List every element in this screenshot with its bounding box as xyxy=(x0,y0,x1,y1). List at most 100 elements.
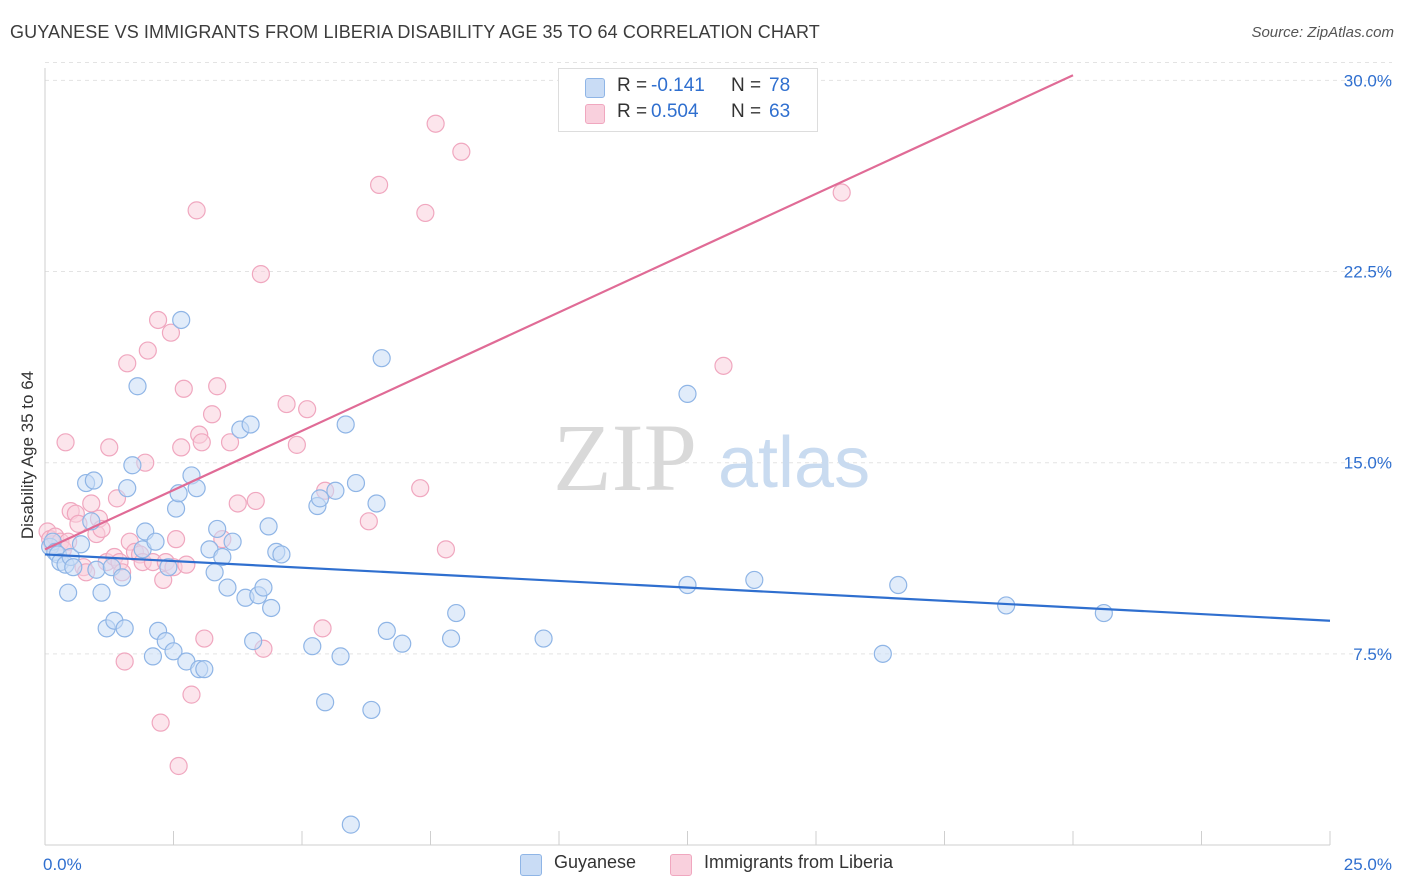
point-liberia xyxy=(452,142,471,161)
point-guyanese xyxy=(143,647,163,666)
point-guyanese xyxy=(377,621,396,641)
point-liberia xyxy=(161,323,181,342)
point-guyanese xyxy=(208,519,227,539)
point-guyanese xyxy=(112,568,132,587)
point-liberia xyxy=(436,540,456,559)
point-guyanese xyxy=(262,598,281,618)
point-liberia xyxy=(298,400,317,419)
point-guyanese xyxy=(205,563,224,582)
point-guyanese xyxy=(372,349,391,368)
point-liberia xyxy=(100,438,119,457)
point-guyanese xyxy=(393,634,412,653)
point-guyanese xyxy=(218,578,237,597)
trend-line-guyanese xyxy=(44,553,1331,622)
point-guyanese xyxy=(1094,603,1113,623)
point-guyanese xyxy=(303,637,322,656)
point-guyanese xyxy=(346,473,366,493)
legend-swatch-pink xyxy=(585,104,605,124)
point-guyanese xyxy=(64,558,83,577)
point-guyanese xyxy=(341,815,360,834)
point-liberia xyxy=(82,494,101,513)
point-liberia xyxy=(166,530,186,549)
x-tick-labels: 0.0% 25.0% xyxy=(43,855,1392,874)
point-guyanese xyxy=(873,644,892,663)
point-liberia xyxy=(118,354,137,373)
y-tick-label: 7.5% xyxy=(1353,645,1392,664)
point-guyanese xyxy=(118,479,137,498)
point-guyanese xyxy=(223,532,242,551)
point-liberia xyxy=(192,433,211,452)
point-liberia xyxy=(287,435,306,454)
bottom-legend-label: Immigrants from Liberia xyxy=(704,852,894,872)
point-liberia xyxy=(832,183,851,202)
point-guyanese xyxy=(71,535,91,554)
point-guyanese xyxy=(213,547,232,567)
point-liberia xyxy=(416,203,435,223)
y-tick-label: 30.0% xyxy=(1344,71,1392,90)
x-tick-label: 25.0% xyxy=(1344,855,1392,874)
y-tick-label: 22.5% xyxy=(1344,263,1392,282)
point-liberia xyxy=(313,619,332,638)
point-guyanese xyxy=(259,517,278,536)
chart-title: GUYANESE VS IMMIGRANTS FROM LIBERIA DISA… xyxy=(10,22,820,42)
point-guyanese xyxy=(316,693,335,712)
bottom-legend-swatch-blue xyxy=(520,854,542,876)
trend-line-liberia xyxy=(44,74,1074,551)
point-liberia xyxy=(172,438,191,457)
correlation-legend: R = -0.141 N = 78 R = 0.504 N = 63 xyxy=(558,68,818,132)
point-liberia xyxy=(228,494,247,513)
chart-source: Source: ZipAtlas.com xyxy=(1251,24,1394,41)
trend-lines xyxy=(44,74,1331,622)
point-liberia xyxy=(202,405,222,424)
point-guyanese xyxy=(87,560,106,579)
point-liberia xyxy=(277,394,296,414)
legend-r-label: R = xyxy=(617,75,648,96)
watermark-zip: ZIP xyxy=(553,404,697,511)
point-liberia xyxy=(195,629,214,648)
point-guyanese xyxy=(166,499,186,518)
legend-n-value: 78 xyxy=(769,75,791,96)
point-guyanese xyxy=(172,310,191,330)
point-liberia xyxy=(220,433,240,452)
axes xyxy=(44,68,1331,846)
legend-r-value: 0.504 xyxy=(651,101,699,122)
point-liberia xyxy=(370,175,389,194)
legend-swatch-blue xyxy=(585,78,605,98)
point-guyanese xyxy=(159,558,178,577)
point-guyanese xyxy=(244,632,263,651)
point-guyanese xyxy=(678,384,697,403)
zipatlas-watermark: ZIP atlas xyxy=(553,404,870,511)
point-liberia xyxy=(411,479,430,498)
point-liberia xyxy=(138,341,157,360)
point-liberia xyxy=(151,713,170,732)
point-liberia xyxy=(246,491,265,511)
point-guyanese xyxy=(84,471,103,490)
point-guyanese xyxy=(678,575,697,595)
point-guyanese xyxy=(326,481,345,500)
point-guyanese xyxy=(889,575,908,595)
legend-n-value: 63 xyxy=(769,101,791,122)
point-guyanese xyxy=(447,603,466,623)
point-guyanese xyxy=(310,489,330,508)
legend-r-label: R = xyxy=(617,101,648,122)
point-guyanese xyxy=(195,660,214,679)
x-tick-label: 0.0% xyxy=(43,855,82,874)
point-guyanese xyxy=(123,456,142,475)
point-guyanese xyxy=(441,629,461,648)
point-liberia xyxy=(208,377,227,396)
point-guyanese xyxy=(272,545,291,564)
point-guyanese xyxy=(534,629,553,648)
point-guyanese xyxy=(362,700,381,720)
point-liberia xyxy=(251,264,270,284)
point-guyanese xyxy=(254,578,273,597)
legend-r-value: -0.141 xyxy=(651,75,705,96)
point-liberia xyxy=(359,512,378,531)
bottom-legend-swatch-pink xyxy=(670,854,692,876)
point-liberia xyxy=(714,356,733,375)
legend-n-label: N = xyxy=(731,101,762,122)
point-liberia xyxy=(148,310,168,330)
point-guyanese xyxy=(241,415,260,434)
point-guyanese xyxy=(92,583,111,602)
point-liberia xyxy=(187,201,206,220)
